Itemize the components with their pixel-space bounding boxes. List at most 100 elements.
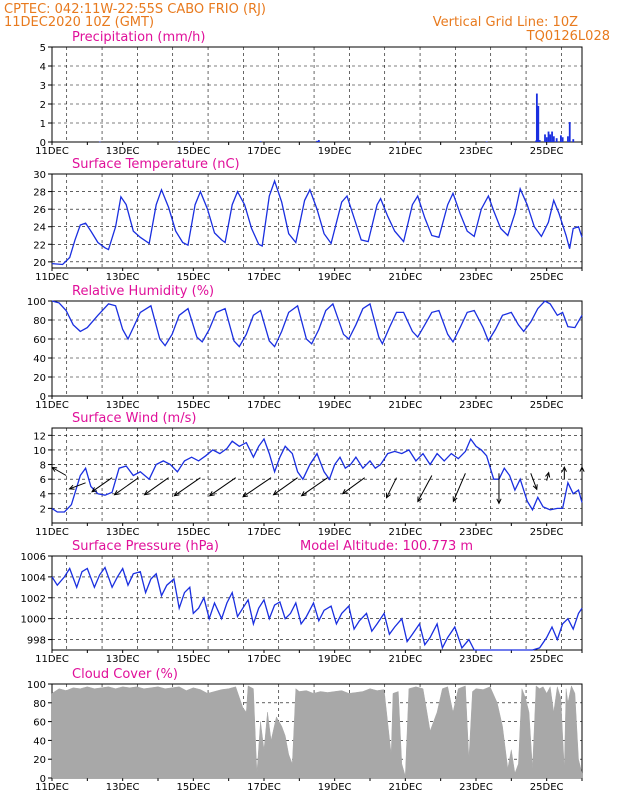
rh-title: Relative Humidity (%) bbox=[72, 284, 214, 299]
cloud-area bbox=[51, 685, 583, 779]
rh-ytick: 100 bbox=[27, 297, 46, 308]
wind-xtick: 23DEC bbox=[459, 527, 493, 538]
wind-ytick: 2 bbox=[40, 504, 46, 515]
wind-xtick: 17DEC bbox=[247, 527, 281, 538]
cloud-ytick: 60 bbox=[33, 718, 46, 729]
wind-arrow-head bbox=[51, 466, 58, 472]
precip-ytick: 5 bbox=[40, 43, 46, 54]
temp-title: Surface Temperature (nC) bbox=[72, 157, 240, 172]
precip-bar bbox=[317, 140, 320, 142]
wind-arrow bbox=[546, 472, 550, 481]
cloud-ytick: 100 bbox=[27, 680, 46, 691]
temp-xtick: 23DEC bbox=[459, 272, 493, 283]
wind-arrow-head bbox=[173, 491, 180, 497]
pres-xtick: 25DEC bbox=[530, 654, 564, 665]
temp-xtick: 15DEC bbox=[176, 272, 210, 283]
rh-series-line bbox=[51, 300, 583, 348]
precip-bar bbox=[549, 134, 552, 142]
panel-cloud: 0 20 40 60 80 100 11DEC 13DEC 15DEC 17DEC 19DEC 21D… bbox=[27, 667, 583, 793]
precip-xtick: 19DEC bbox=[318, 146, 352, 157]
pres-xtick: 15DEC bbox=[176, 654, 210, 665]
wind-arrow bbox=[530, 473, 538, 490]
pres-xtick: 13DEC bbox=[106, 654, 140, 665]
wind-arrow bbox=[91, 477, 113, 493]
cloud-title: Cloud Cover (%) bbox=[72, 667, 178, 682]
precip-xtick: 25DEC bbox=[530, 146, 564, 157]
rh-xtick: 21DEC bbox=[388, 400, 422, 411]
precip-bar bbox=[572, 139, 575, 142]
header-code: TQ0126L028 bbox=[526, 29, 610, 44]
wind-xtick: 13DEC bbox=[106, 527, 140, 538]
wind-ytick: 6 bbox=[40, 475, 46, 486]
precip-bar bbox=[551, 131, 553, 142]
precip-bar bbox=[560, 135, 562, 142]
precip-bar bbox=[547, 131, 550, 142]
wind-arrow-head bbox=[300, 491, 307, 497]
rh-ytick: 60 bbox=[33, 335, 46, 346]
precip-ytick: 1 bbox=[40, 119, 46, 130]
wind-title: Surface Wind (m/s) bbox=[72, 411, 196, 426]
pres-series-line bbox=[51, 566, 583, 651]
temp-xtick: 19DEC bbox=[318, 272, 352, 283]
temp-ytick: 22 bbox=[33, 240, 46, 251]
precip-xtick: 15DEC bbox=[176, 146, 210, 157]
wind-xtick: 25DEC bbox=[530, 527, 564, 538]
wind-arrow-head bbox=[272, 490, 279, 496]
wind-arrow-head bbox=[496, 498, 502, 505]
wind-arrow bbox=[301, 477, 328, 497]
temp-ytick: 30 bbox=[33, 170, 46, 181]
wind-arrow-head bbox=[143, 490, 150, 496]
cloud-xtick: 19DEC bbox=[318, 782, 352, 793]
panel-rh: 0 20 40 60 80 100 11DEC 13DEC 15DEC 17DEC 19DEC 21D… bbox=[27, 284, 583, 411]
cloud-ytick: 40 bbox=[33, 736, 46, 747]
model-altitude: Model Altitude: 100.773 m bbox=[300, 539, 473, 554]
wind-arrow-head bbox=[208, 491, 215, 497]
temp-ytick: 28 bbox=[33, 188, 46, 199]
header-run-time: 11DEC2020 10Z (GMT) bbox=[4, 15, 154, 30]
wind-arrow-head bbox=[532, 484, 538, 491]
precip-bar bbox=[535, 93, 538, 142]
wind-arrow-head bbox=[545, 471, 551, 478]
precip-bar bbox=[178, 141, 181, 143]
cloud-ytick: 80 bbox=[33, 699, 46, 710]
wind-arrow bbox=[144, 477, 169, 496]
wind-arrow-head bbox=[341, 489, 348, 495]
wind-xtick: 15DEC bbox=[176, 527, 210, 538]
pres-title: Surface Pressure (hPa) bbox=[72, 539, 219, 554]
pres-ytick: 1000 bbox=[21, 615, 46, 626]
pres-ytick: 998 bbox=[27, 636, 46, 647]
pres-xtick: 17DEC bbox=[247, 654, 281, 665]
panel-temp: 20 22 24 26 28 30 11DEC 13DEC 15DEC 17DEC 19DEC 21D… bbox=[33, 157, 583, 283]
precip-frame bbox=[51, 46, 583, 143]
wind-arrow bbox=[69, 482, 86, 490]
rh-xtick: 23DEC bbox=[459, 400, 493, 411]
wind-arrow bbox=[342, 477, 365, 495]
temp-ytick: 24 bbox=[33, 223, 46, 234]
precip-bar bbox=[485, 141, 488, 143]
pres-xtick: 11DEC bbox=[35, 654, 69, 665]
cloud-xtick: 11DEC bbox=[35, 782, 69, 793]
wind-series-line bbox=[51, 437, 583, 513]
cloud-xtick: 21DEC bbox=[388, 782, 422, 793]
precip-bar bbox=[561, 137, 564, 142]
precip-bar bbox=[567, 136, 569, 142]
panel-precip: 0 1 2 3 4 5 11DEC 13DEC 15DEC 17DEC 19DEC 21DEC 23DE… bbox=[35, 30, 583, 157]
precip-xtick: 13DEC bbox=[106, 146, 140, 157]
wind-ytick: 8 bbox=[40, 461, 46, 472]
precip-bar bbox=[316, 140, 318, 142]
temp-xtick: 17DEC bbox=[247, 272, 281, 283]
wind-arrow-head bbox=[91, 487, 98, 493]
precip-bar bbox=[98, 141, 101, 143]
wind-ytick: 12 bbox=[33, 431, 46, 442]
temp-xtick: 21DEC bbox=[388, 272, 422, 283]
pres-frame bbox=[51, 555, 583, 651]
precip-bar bbox=[568, 122, 571, 142]
temp-series-line bbox=[51, 179, 583, 266]
cloud-ytick: 20 bbox=[33, 755, 46, 766]
wind-arrow-head bbox=[242, 492, 249, 498]
rh-ytick: 40 bbox=[33, 354, 46, 365]
wind-arrow bbox=[51, 467, 67, 476]
precip-ytick: 3 bbox=[40, 81, 46, 92]
precip-xtick: 21DEC bbox=[388, 146, 422, 157]
